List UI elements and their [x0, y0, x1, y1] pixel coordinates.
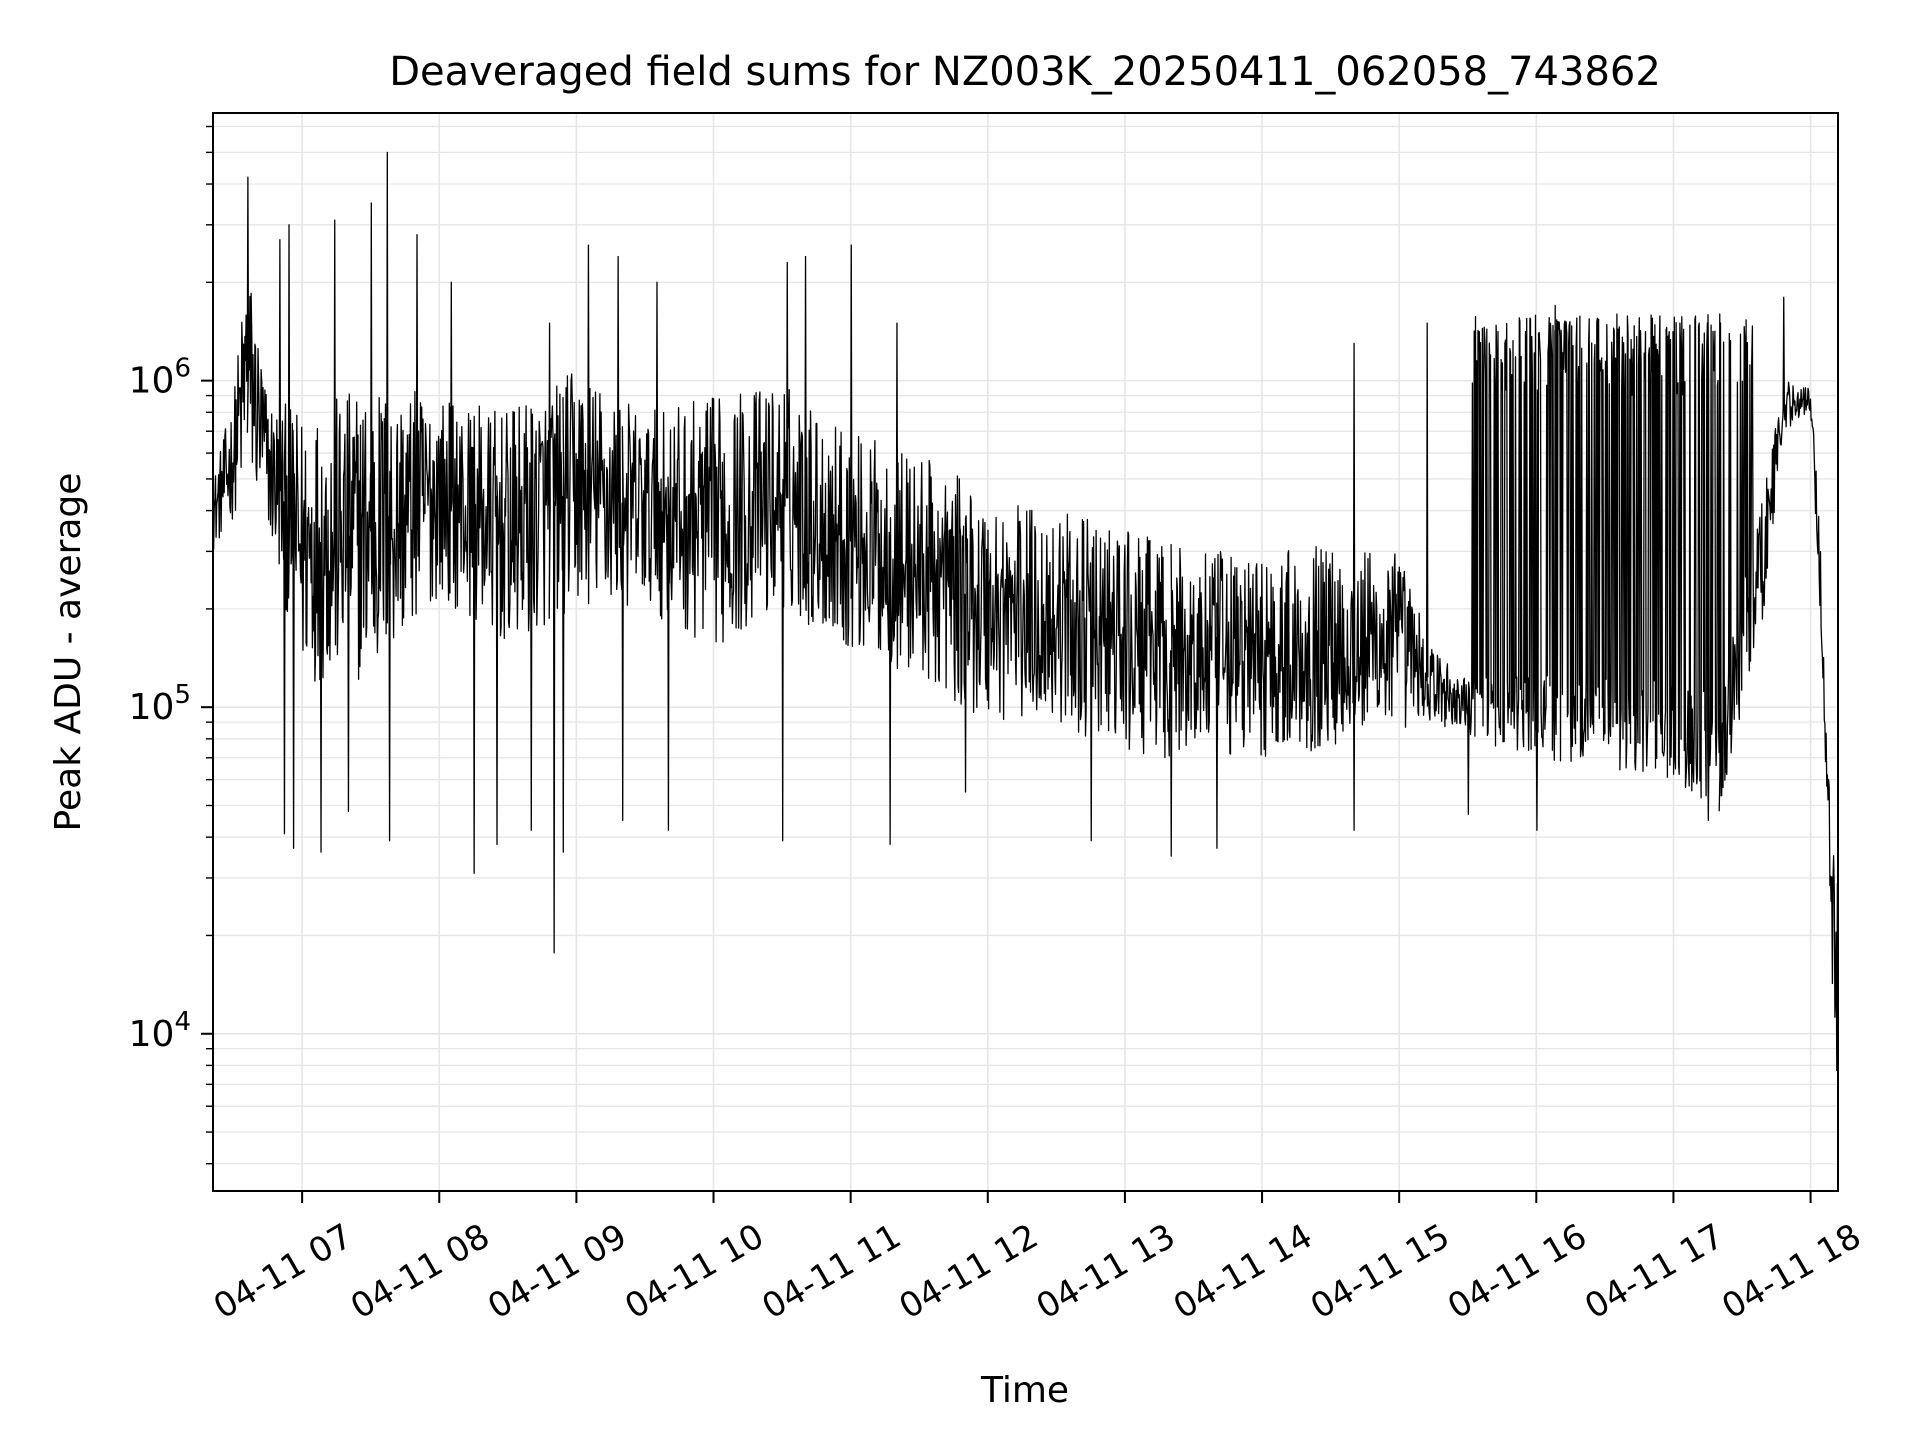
plot-area — [212, 151, 1839, 1072]
y-axis-label: Peak ADU - average — [48, 473, 89, 832]
grid-layer — [213, 113, 1838, 1191]
chart-title: Deaveraged field sums for NZ003K_2025041… — [389, 49, 1661, 95]
y-tick-label: 106 — [129, 354, 191, 402]
axes-frame — [212, 112, 1839, 1192]
x-axis-label: Time — [980, 1370, 1069, 1411]
y-tick-label: 104 — [129, 1007, 191, 1055]
y-axis: 104 105 106 — [129, 125, 213, 1165]
y-tick-label: 105 — [129, 680, 191, 728]
series-line — [212, 151, 1839, 1072]
